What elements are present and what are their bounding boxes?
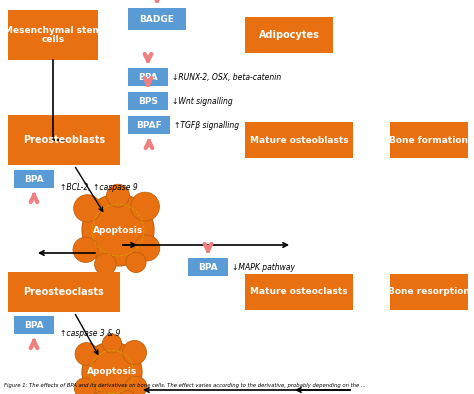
Text: Mature osteoclasts: Mature osteoclasts bbox=[250, 288, 348, 297]
Circle shape bbox=[92, 392, 110, 394]
Text: Mesenchymal stem
cells: Mesenchymal stem cells bbox=[4, 26, 102, 45]
Text: BADGE: BADGE bbox=[139, 15, 174, 24]
Circle shape bbox=[74, 195, 101, 222]
FancyBboxPatch shape bbox=[128, 8, 186, 30]
Text: Mature osteoblasts: Mature osteoblasts bbox=[250, 136, 348, 145]
FancyBboxPatch shape bbox=[14, 316, 54, 334]
Circle shape bbox=[131, 192, 159, 221]
Text: ↓MAPK pathway: ↓MAPK pathway bbox=[232, 262, 295, 271]
Circle shape bbox=[82, 194, 154, 266]
Text: ↓Wnt signalling: ↓Wnt signalling bbox=[172, 97, 233, 106]
FancyBboxPatch shape bbox=[188, 258, 228, 276]
Text: Preosteoblasts: Preosteoblasts bbox=[23, 135, 105, 145]
Circle shape bbox=[75, 343, 98, 365]
FancyBboxPatch shape bbox=[390, 122, 468, 158]
FancyBboxPatch shape bbox=[8, 10, 98, 60]
Text: Figure 1: The effects of BPA and its derivatives on bone cells. The effect varie: Figure 1: The effects of BPA and its der… bbox=[4, 383, 366, 388]
Text: BPA: BPA bbox=[198, 262, 218, 271]
Text: Apoptosis: Apoptosis bbox=[93, 225, 143, 234]
Circle shape bbox=[95, 253, 116, 275]
FancyBboxPatch shape bbox=[245, 17, 333, 53]
FancyBboxPatch shape bbox=[245, 274, 353, 310]
Text: Bone formation: Bone formation bbox=[390, 136, 468, 145]
Circle shape bbox=[122, 340, 146, 364]
Text: ↓RUNX-2, OSX, beta-catenin: ↓RUNX-2, OSX, beta-catenin bbox=[172, 72, 281, 82]
FancyBboxPatch shape bbox=[390, 274, 468, 310]
Text: BPA: BPA bbox=[24, 175, 44, 184]
Text: Apoptosis: Apoptosis bbox=[87, 368, 137, 377]
FancyBboxPatch shape bbox=[128, 92, 168, 110]
Text: BPS: BPS bbox=[138, 97, 158, 106]
Circle shape bbox=[73, 237, 98, 262]
Text: Adipocytes: Adipocytes bbox=[258, 30, 319, 40]
FancyBboxPatch shape bbox=[245, 122, 353, 158]
Text: BPA: BPA bbox=[138, 72, 158, 82]
Circle shape bbox=[82, 342, 142, 394]
Circle shape bbox=[74, 378, 95, 394]
FancyBboxPatch shape bbox=[128, 68, 168, 86]
Circle shape bbox=[126, 252, 146, 273]
Text: ↑caspase 3 & 9: ↑caspase 3 & 9 bbox=[60, 329, 120, 338]
FancyBboxPatch shape bbox=[14, 170, 54, 188]
Circle shape bbox=[134, 235, 160, 261]
Text: ↑TGFβ signalling: ↑TGFβ signalling bbox=[174, 121, 239, 130]
Text: Bone resorption: Bone resorption bbox=[388, 288, 470, 297]
Circle shape bbox=[125, 376, 147, 394]
FancyBboxPatch shape bbox=[8, 272, 120, 312]
Circle shape bbox=[118, 390, 136, 394]
FancyBboxPatch shape bbox=[128, 116, 170, 134]
Text: BPAF: BPAF bbox=[136, 121, 162, 130]
FancyBboxPatch shape bbox=[8, 115, 120, 165]
Circle shape bbox=[107, 184, 129, 207]
Text: BPA: BPA bbox=[24, 320, 44, 329]
Text: Preosteoclasts: Preosteoclasts bbox=[24, 287, 104, 297]
Text: ↑BCL-2, ↑caspase 9: ↑BCL-2, ↑caspase 9 bbox=[60, 182, 138, 191]
Circle shape bbox=[102, 334, 122, 353]
